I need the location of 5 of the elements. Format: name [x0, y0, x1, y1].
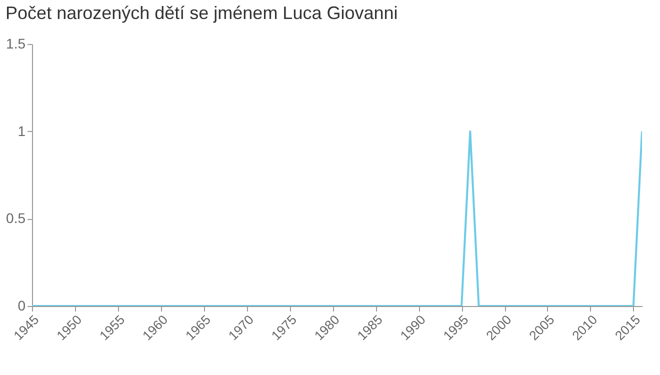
y-tick-label: 0	[18, 298, 26, 314]
y-tick-label: 0.5	[6, 210, 26, 226]
y-tick-label: 1	[18, 122, 26, 139]
chart-title: Počet narozených dětí se jménem Luca Giovanni	[6, 3, 398, 23]
y-tick-label: 1.5	[6, 36, 26, 52]
